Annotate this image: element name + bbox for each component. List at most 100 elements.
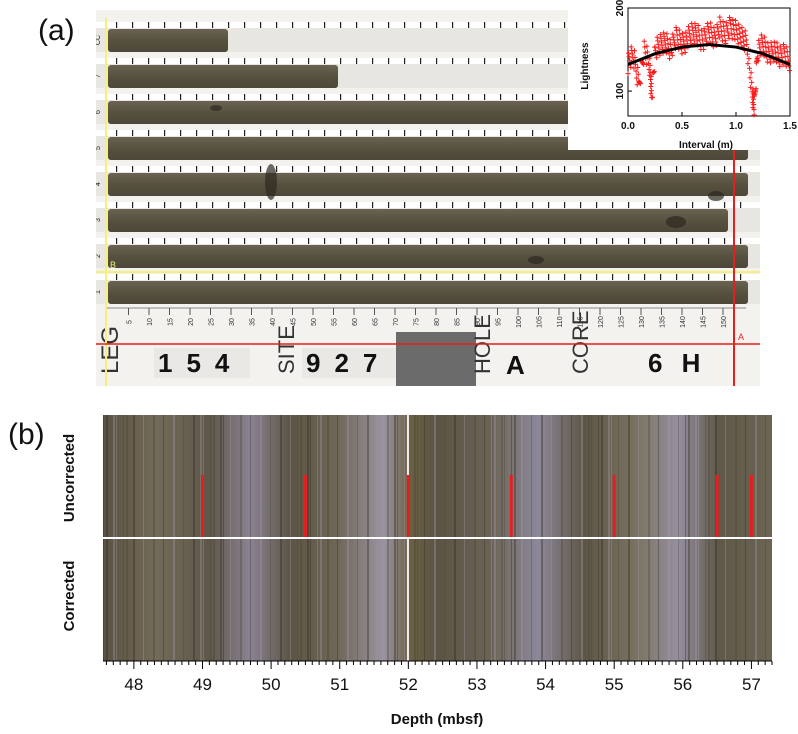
scatter-point	[633, 68, 639, 74]
tray-notch	[500, 58, 502, 64]
scatter-point	[772, 49, 778, 55]
tray-notch	[388, 58, 390, 64]
section-tag: 1	[96, 290, 102, 294]
scatter-point	[716, 32, 722, 38]
scatter-point	[629, 51, 635, 57]
tray-notch	[532, 238, 534, 244]
tray-notch	[308, 130, 310, 136]
ruler-tick-label: 140	[680, 316, 687, 328]
ruler-tick-label: 60	[352, 318, 359, 326]
tray-notch	[724, 274, 726, 280]
tray-notch	[308, 166, 310, 172]
tray-notch	[308, 274, 310, 280]
tray-notch	[580, 166, 582, 172]
tray-notch	[276, 202, 278, 208]
tray-notch	[356, 202, 358, 208]
tray-notch	[500, 130, 502, 136]
scatter-point	[655, 38, 661, 44]
sediment-section	[108, 281, 748, 304]
scatter-point	[715, 25, 721, 31]
red-marker	[612, 475, 616, 537]
tray-notch	[644, 238, 646, 244]
tray-notch	[436, 274, 438, 280]
scatter-point	[690, 32, 696, 38]
scatter-point	[648, 81, 654, 87]
scatter-point	[750, 96, 756, 102]
scatter-point	[729, 36, 735, 42]
tray-notch	[692, 166, 694, 172]
scatter-point	[739, 29, 745, 35]
scatter-point	[677, 36, 683, 42]
scatter-point	[702, 32, 708, 38]
tray-notch	[196, 130, 198, 136]
ruler-tick-label: 95	[496, 318, 503, 326]
tray-notch	[612, 166, 614, 172]
inset-x-tick-label: 1.5	[783, 121, 797, 132]
tray-notch	[420, 58, 422, 64]
scatter-point	[637, 80, 643, 86]
tray-notch	[676, 202, 678, 208]
depth-tick-label: 55	[605, 675, 624, 694]
ruler-tick-label: 35	[250, 318, 257, 326]
tray-notch	[388, 202, 390, 208]
red-marker	[200, 475, 204, 537]
tray-notch	[260, 58, 262, 64]
tray-notch	[196, 274, 198, 280]
tray-notch	[164, 130, 166, 136]
tray-notch	[388, 94, 390, 100]
tray-notch	[196, 166, 198, 172]
tray-notch	[228, 22, 230, 28]
tray-notch	[148, 274, 150, 280]
tray-notch	[212, 22, 214, 28]
scatter-point	[687, 34, 693, 40]
tray-notch	[420, 274, 422, 280]
tray-notch	[468, 130, 470, 136]
tray-notch	[468, 58, 470, 64]
tray-notch	[116, 166, 118, 172]
sediment-section	[108, 245, 748, 268]
scatter-point	[747, 75, 753, 81]
ruler-tick-label: 125	[619, 316, 626, 328]
depth-tick-label: 57	[742, 675, 761, 694]
scatter-point	[684, 37, 690, 43]
scatter-point	[716, 35, 722, 41]
inset-y-tick-label: 100	[615, 82, 626, 99]
scatter-point	[681, 38, 687, 44]
tray-notch	[644, 274, 646, 280]
ruler-tick-label: 40	[270, 318, 277, 326]
tray-notch	[340, 202, 342, 208]
tray-notch	[452, 22, 454, 28]
tray-notch	[660, 166, 662, 172]
tray-notch	[708, 274, 710, 280]
scatter-point	[654, 55, 660, 61]
scatter-point	[646, 66, 652, 72]
tray-notch	[740, 274, 742, 280]
tray-notch	[340, 22, 342, 28]
tray-notch	[372, 238, 374, 244]
section-tag: 5	[96, 146, 102, 150]
scatter-point	[714, 22, 720, 28]
tray-notch	[532, 274, 534, 280]
scatter-point	[774, 40, 780, 46]
ruler-tick-label: 70	[393, 318, 400, 326]
depth-tick-label: 49	[193, 675, 212, 694]
tray-notch	[132, 94, 134, 100]
tray-notch	[324, 238, 326, 244]
scatter-point	[670, 31, 676, 37]
tray-notch	[324, 22, 326, 28]
scatter-point	[667, 56, 673, 62]
tray-notch	[388, 130, 390, 136]
tray-notch	[372, 166, 374, 172]
tray-notch	[292, 166, 294, 172]
scatter-point	[746, 56, 752, 62]
scatter-point	[732, 17, 738, 23]
tray-notch	[260, 238, 262, 244]
scatter-point	[659, 43, 665, 49]
tray-notch	[484, 202, 486, 208]
tray-notch	[116, 58, 118, 64]
lightness-inset-chart: 0.0 0.5 1.0 1.5 100 200 Interval (m) Lightnes…	[568, 0, 798, 150]
site-value: 927	[306, 348, 391, 378]
scatter-point	[781, 45, 787, 51]
scatter-point	[734, 27, 740, 33]
panel-a-label: (a)	[38, 14, 75, 47]
